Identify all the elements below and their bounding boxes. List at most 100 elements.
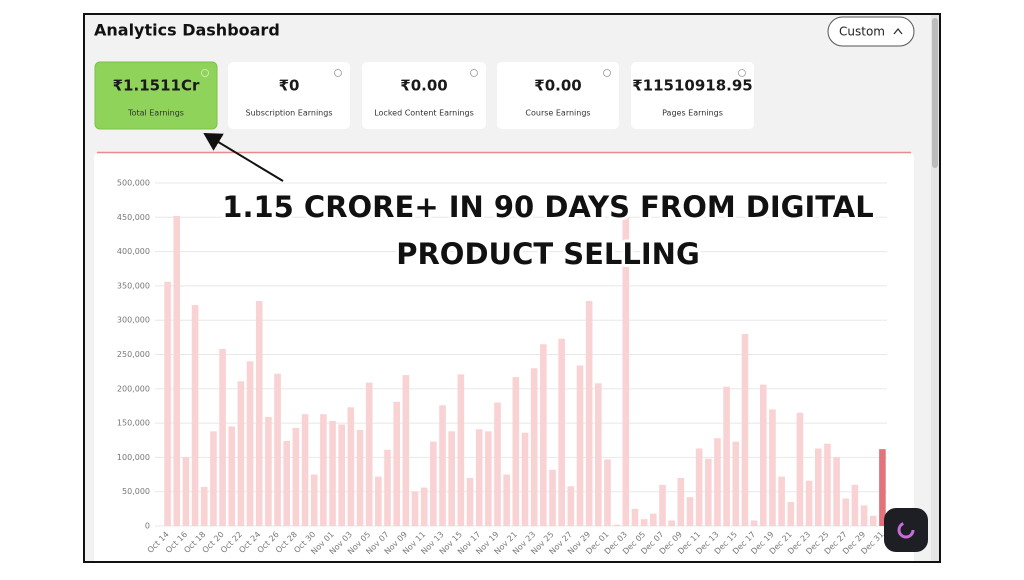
cards: ₹1.1511Cr Total Earnings ₹0 Subscription Ea… bbox=[94, 61, 754, 130]
bar bbox=[375, 476, 382, 526]
bar bbox=[704, 458, 712, 526]
bar bbox=[439, 405, 446, 526]
y-tick-label: 150,000 bbox=[117, 419, 150, 428]
bar bbox=[558, 338, 565, 526]
bar bbox=[292, 427, 300, 526]
bar bbox=[310, 474, 318, 526]
card-value: ₹1.1511Cr bbox=[113, 77, 200, 95]
card-label: Locked Content Earnings bbox=[374, 109, 474, 118]
bar bbox=[622, 203, 630, 526]
bar bbox=[420, 487, 428, 526]
y-tick-label: 450,000 bbox=[117, 213, 150, 222]
bar bbox=[677, 477, 685, 526]
chevron-icon[interactable] bbox=[893, 27, 903, 35]
bar bbox=[430, 441, 437, 526]
earnings-card bbox=[631, 62, 754, 129]
y-tick-label: 250,000 bbox=[117, 350, 150, 359]
card-label: Subscription Earnings bbox=[246, 109, 333, 118]
bar bbox=[265, 416, 272, 526]
bar bbox=[457, 374, 465, 526]
chart: 0 50,000 100,000 150,000 200,000 250,000 300,0… bbox=[117, 179, 887, 556]
bar bbox=[723, 386, 730, 526]
bar bbox=[274, 373, 281, 526]
y-tick-label: 50,000 bbox=[122, 487, 150, 496]
chat-icon[interactable] bbox=[897, 521, 915, 539]
page-title: Analytics Dashboard bbox=[94, 21, 280, 40]
bar bbox=[347, 407, 355, 526]
chat-button[interactable] bbox=[884, 508, 928, 552]
bar bbox=[411, 491, 419, 526]
bar bbox=[338, 424, 346, 526]
y-tick-label: 300,000 bbox=[117, 316, 150, 325]
card-label: Course Earnings bbox=[525, 109, 590, 118]
y-tick-label: 200,000 bbox=[117, 384, 150, 393]
card-value: ₹0.00 bbox=[400, 77, 447, 95]
bar bbox=[255, 300, 263, 526]
bar bbox=[741, 333, 749, 526]
bar bbox=[512, 377, 520, 526]
earnings-card bbox=[228, 62, 350, 129]
earnings-card bbox=[362, 62, 486, 129]
bar bbox=[595, 383, 602, 526]
y-tick-label: 400,000 bbox=[117, 247, 150, 256]
bar bbox=[567, 486, 575, 526]
bar bbox=[576, 365, 584, 526]
bar bbox=[640, 519, 648, 526]
bar bbox=[613, 524, 620, 526]
bar bbox=[485, 431, 492, 526]
bar bbox=[833, 457, 840, 526]
bar bbox=[805, 480, 813, 526]
bar bbox=[521, 432, 529, 526]
bar bbox=[494, 402, 501, 526]
y-tick-label: 100,000 bbox=[117, 453, 150, 462]
bar bbox=[246, 361, 254, 526]
info-icon bbox=[470, 69, 478, 77]
card-label: Pages Earnings bbox=[662, 109, 723, 118]
bar bbox=[879, 449, 886, 526]
annotation-text: 1.15 CRORE+ IN 90 DAYS FROM DIGITAL bbox=[222, 190, 873, 224]
bar bbox=[842, 498, 850, 526]
bar bbox=[283, 440, 291, 526]
bar bbox=[860, 505, 868, 526]
bar bbox=[182, 457, 190, 526]
bar bbox=[549, 469, 556, 526]
bar bbox=[851, 484, 859, 526]
annotation: 1.15 CRORE+ IN 90 DAYS FROM DIGITAL PRODU… bbox=[219, 187, 876, 274]
info-icon bbox=[334, 69, 342, 77]
card-value: ₹0.00 bbox=[534, 77, 581, 95]
y-tick-label: 0 bbox=[145, 522, 150, 531]
bar bbox=[686, 497, 694, 526]
info-icon bbox=[201, 69, 209, 77]
bar bbox=[228, 426, 236, 526]
earnings-card bbox=[497, 62, 619, 129]
bar bbox=[393, 401, 400, 526]
bar bbox=[301, 414, 309, 526]
bar bbox=[824, 443, 831, 526]
bar bbox=[650, 513, 657, 526]
scrollbar bbox=[931, 15, 939, 561]
bar bbox=[164, 281, 171, 526]
bar bbox=[365, 382, 373, 526]
bar bbox=[173, 215, 181, 527]
bar bbox=[732, 441, 740, 526]
range-button-label[interactable]: Custom bbox=[839, 25, 885, 39]
bar bbox=[540, 344, 547, 526]
range-button[interactable] bbox=[827, 16, 915, 47]
bar bbox=[237, 381, 245, 526]
dashboard: Analytics Dashboard Custom ₹1.1511Cr Tota… bbox=[94, 15, 939, 561]
bar bbox=[869, 515, 877, 526]
bar bbox=[659, 484, 666, 526]
earnings-card bbox=[94, 61, 218, 130]
annotation-text: PRODUCT SELLING bbox=[396, 237, 700, 271]
info-icon bbox=[738, 69, 746, 77]
bar bbox=[219, 349, 226, 526]
bar bbox=[320, 414, 327, 526]
scrollbar-thumb[interactable] bbox=[932, 18, 938, 168]
y-tick-label: 500,000 bbox=[117, 179, 150, 188]
annotation-arrow bbox=[203, 132, 284, 182]
bar bbox=[787, 501, 795, 526]
bar bbox=[402, 375, 410, 526]
y-tick-label: 350,000 bbox=[117, 281, 150, 290]
bar bbox=[329, 421, 336, 526]
